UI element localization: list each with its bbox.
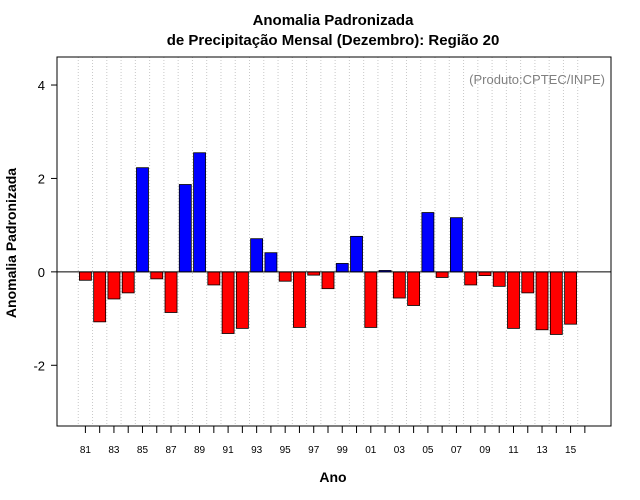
bar-81 [79,271,92,281]
x-tick-label: 87 [165,445,177,456]
x-tick-label: 97 [308,445,320,456]
x-tick-label: 99 [337,445,349,456]
bar-12 [521,271,535,294]
x-tick-label: 85 [137,445,149,456]
x-tick-label: 13 [536,445,548,456]
bar-96 [293,271,306,328]
bar-09 [478,271,492,276]
bar-06 [435,271,449,278]
x-tick-label: 95 [280,445,292,456]
x-tick-label: 05 [422,445,434,456]
x-tick-label: 93 [251,445,263,456]
bar-89 [193,152,206,273]
x-tick-label: 11 [508,445,519,456]
bar-93 [250,238,264,273]
y-tick-label: 4 [38,78,45,93]
bar-88 [178,184,192,273]
bar-13 [535,271,549,331]
bar-11 [507,271,520,329]
x-tick-label: 03 [394,445,406,456]
y-axis-label: Anomalia Padronizada [3,168,19,318]
bar-86 [150,271,164,280]
bar-00 [350,235,363,273]
bars [79,152,577,335]
x-tick-label: 91 [223,445,235,456]
bar-08 [464,271,478,286]
plot-frame [56,56,612,427]
bar-94 [264,252,278,273]
bar-83 [107,271,121,300]
bar-99 [335,263,349,273]
x-tick-label: 83 [108,445,120,456]
bar-85 [136,167,149,273]
chart-title: Anomalia Padronizada [253,12,415,29]
bar-15 [564,271,577,325]
bar-92 [235,271,249,329]
x-tick-label: 09 [479,445,491,456]
y-tick-label: 2 [38,171,45,186]
bar-03 [392,271,406,299]
chart-subtitle: de Precipitação Mensal (Dezembro): Regiã… [167,32,500,49]
bar-01 [364,271,378,328]
x-tick-label: 81 [80,445,92,456]
bar-04 [407,271,421,306]
x-tick-label: 89 [194,445,206,456]
bar-82 [93,271,107,323]
bar-14 [549,271,563,335]
y-tick-label: 0 [38,265,45,280]
bar-98 [321,271,335,290]
y-tick-label: -2 [33,358,45,373]
bar-07 [450,217,463,273]
bar-95 [278,271,292,282]
credit-annotation: (Produto:CPTEC/INPE) [469,72,605,87]
x-axis: 81 83 85 87 89 91 93 95 97 99 01 03 05 07 09 11 13 15 [80,426,586,456]
x-axis-label: Ano [319,469,346,485]
x-tick-label: 15 [565,445,577,456]
bar-91 [221,271,235,334]
bar-87 [164,271,178,313]
x-tick-label: 07 [451,445,463,456]
bar-90 [207,271,221,286]
bar-05 [421,212,435,273]
bar-84 [121,271,135,294]
grid-lines [77,57,579,426]
y-axis: -2 0 2 4 [33,78,57,373]
bar-10 [492,271,506,287]
x-tick-label: 01 [365,445,377,456]
